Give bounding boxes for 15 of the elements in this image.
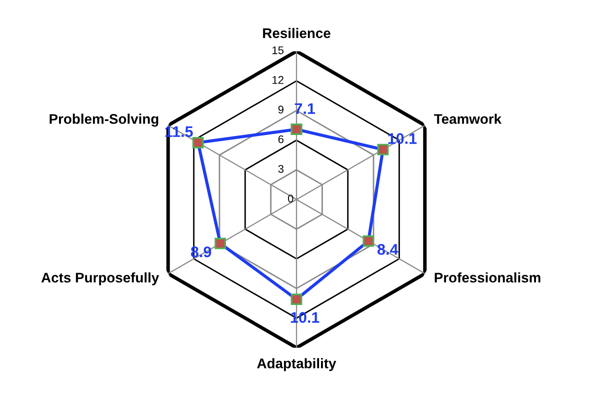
data-label: 7.1 [294,103,316,114]
y-tick-label: 9 [278,106,284,114]
spoke-label: Adaptability [257,358,336,372]
spoke-label: Resilience [263,28,330,38]
spoke-label: Problem-Solving [50,114,158,127]
y-tick-label: 0 [288,194,294,202]
spoke-label: Acts Purposefully [41,272,160,286]
data-label: 8.4 [378,244,398,255]
y-tick-label: 12 [272,76,284,84]
y-tick-label: 15 [272,46,284,54]
spoke-label: Teamwork [434,114,502,124]
y-tick-label: 3 [278,164,284,173]
data-label: 10.1 [290,312,320,323]
spoke-label: Professionalism [434,272,540,283]
y-tick-label: 6 [278,135,284,144]
